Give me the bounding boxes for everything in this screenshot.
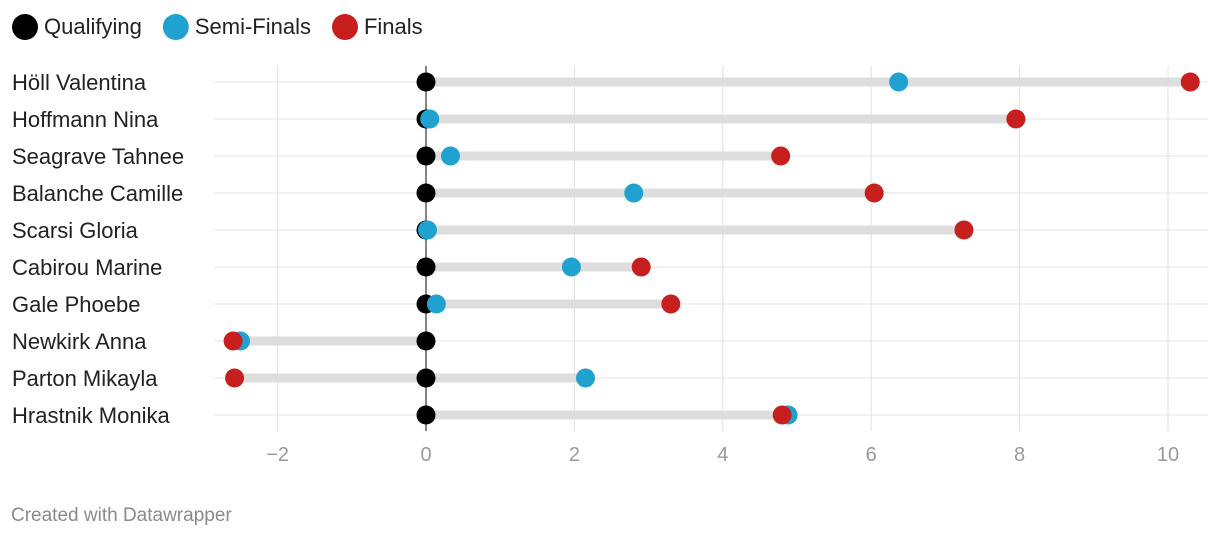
legend-marker-qualifying [12, 14, 38, 40]
dot-qualifying [416, 257, 436, 277]
legend-label-qualifying: Qualifying [44, 14, 142, 39]
dot-finals [954, 220, 974, 240]
dot-finals [772, 405, 792, 425]
x-tick-label: 6 [866, 444, 877, 466]
dot-qualifying [416, 368, 436, 388]
dot-finals [631, 257, 651, 277]
source-credit: Created with Datawrapper [11, 505, 232, 526]
legend-label-finals: Finals [364, 14, 423, 39]
dot-semi_finals [576, 368, 596, 388]
row-label: Cabirou Marine [12, 255, 162, 280]
dot-qualifying [416, 72, 436, 92]
row-label: Hrastnik Monika [12, 403, 170, 428]
x-tick-label: 10 [1157, 444, 1179, 466]
dot-qualifying [416, 146, 436, 166]
row-label: Parton Mikayla [12, 366, 158, 391]
legend-label-semi_finals: Semi-Finals [195, 14, 311, 39]
dot-semi_finals [440, 146, 460, 166]
row-label: Gale Phoebe [12, 292, 140, 317]
dot-qualifying [416, 405, 436, 425]
row-label: Newkirk Anna [12, 329, 147, 354]
row-label: Balanche Camille [12, 181, 183, 206]
dot-semi_finals [417, 220, 437, 240]
dot-finals [1006, 109, 1026, 129]
dot-semi_finals [561, 257, 581, 277]
dot-finals [223, 331, 243, 351]
row-label: Scarsi Gloria [12, 218, 139, 243]
dot-finals [771, 146, 791, 166]
dot-finals [864, 183, 884, 203]
x-tick-label: 4 [717, 444, 728, 466]
legend-marker-semi_finals [162, 14, 189, 40]
x-tick-label: 0 [420, 444, 431, 466]
dot-semi_finals [889, 72, 909, 92]
row-label: Höll Valentina [12, 70, 147, 95]
x-tick-label: 2 [569, 444, 580, 466]
dot-finals [225, 368, 245, 388]
dot-semi_finals [426, 294, 446, 314]
dot-finals [1180, 72, 1200, 92]
dot-semi_finals [420, 109, 440, 129]
dot-qualifying [416, 183, 436, 203]
dot-finals [661, 294, 681, 314]
x-tick-label: −2 [266, 444, 289, 466]
dot-qualifying [416, 331, 436, 351]
x-tick-label: 8 [1014, 444, 1025, 466]
legend-marker-finals [331, 14, 358, 40]
row-label: Hoffmann Nina [12, 107, 159, 132]
row-label: Seagrave Tahnee [12, 144, 184, 169]
dot-semi_finals [624, 183, 644, 203]
